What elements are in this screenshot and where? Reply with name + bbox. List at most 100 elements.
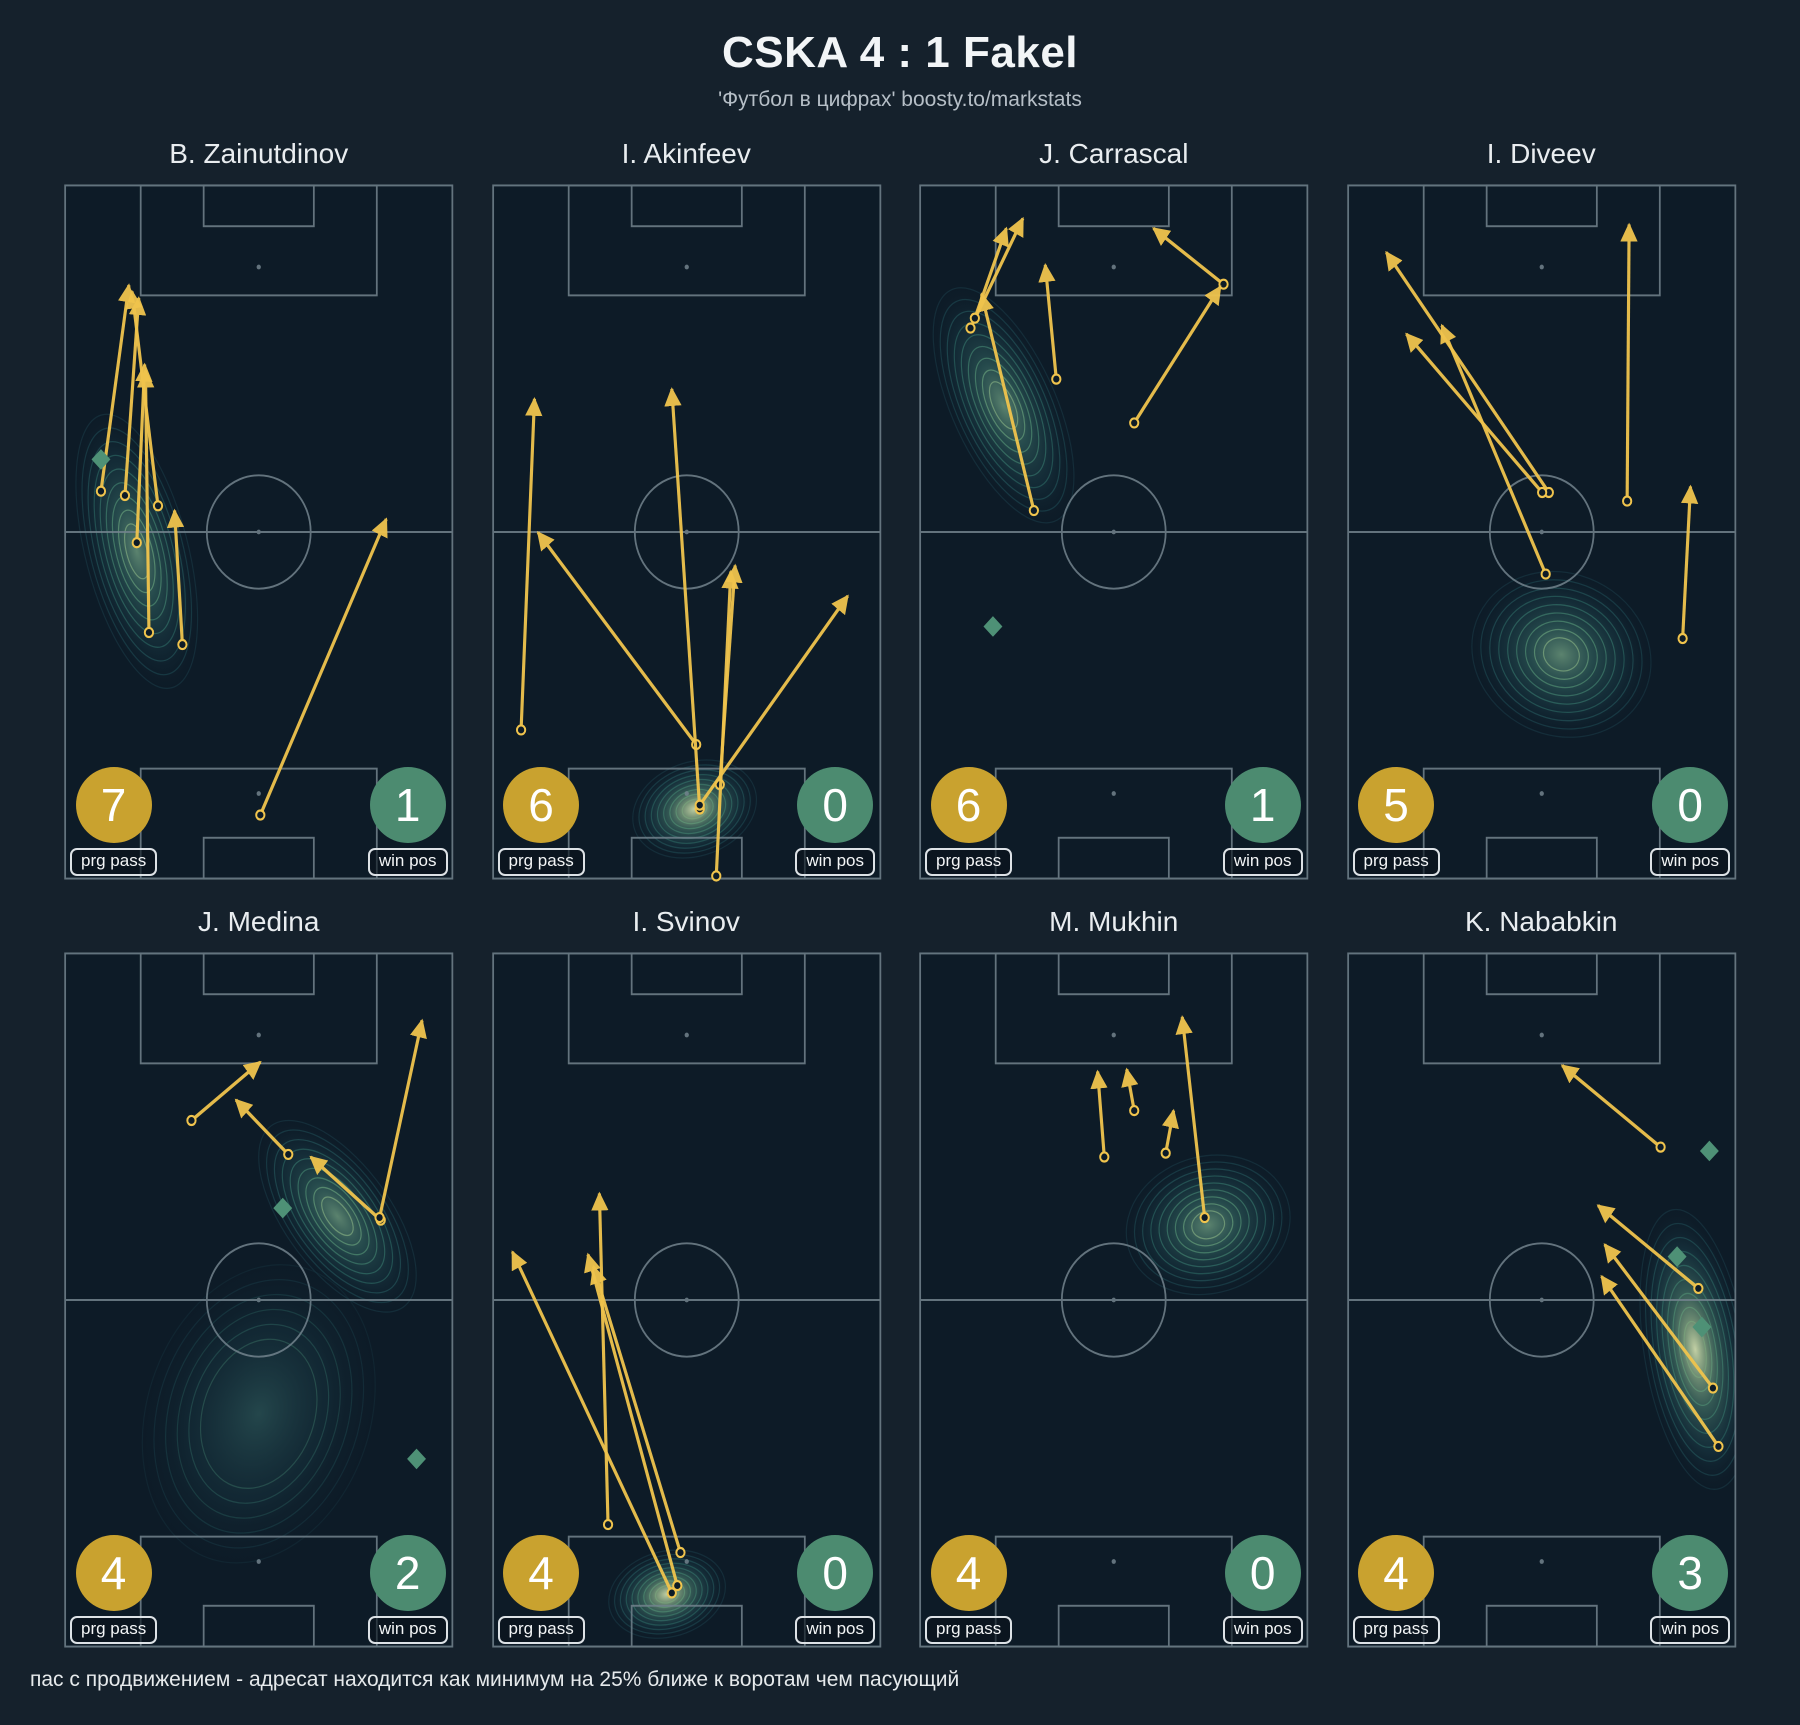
pass-origin: [1712, 1440, 1724, 1453]
prg-pass-badge: 4 prg pass: [497, 1535, 585, 1644]
pass-arrow: [1121, 1067, 1139, 1111]
win-position-marker: [1691, 1316, 1711, 1338]
pass-arrow: [1680, 484, 1698, 639]
pass-origin: [186, 1114, 197, 1127]
prg-pass-label: prg pass: [1352, 848, 1440, 876]
player-panel: I. Diveev 5 prg pass 0 win pos: [1345, 138, 1739, 882]
prg-pass-badge: 6 prg pass: [497, 767, 585, 876]
pitch-lines: [491, 952, 881, 1648]
player-name: J. Medina: [198, 906, 320, 937]
prg-pass-label: prg pass: [925, 848, 1013, 876]
prg-pass-count: 4: [1358, 1535, 1435, 1611]
pitch-container: 6 prg pass 1 win pos: [917, 182, 1311, 882]
win-pos-count: 0: [1652, 767, 1729, 843]
pass-origin: [515, 724, 526, 736]
prg-pass-count: 4: [503, 1535, 580, 1611]
header: CSKA 4 : 1 Fakel 'Футбол в цифрах' boost…: [0, 0, 1800, 112]
heatmap-layer: [932, 287, 1075, 524]
pass-arrow: [1384, 250, 1550, 494]
win-pos-badge: 0 win pos: [1222, 1535, 1303, 1644]
pass-arrow: [1599, 1274, 1720, 1448]
pass-origin: [674, 1546, 686, 1559]
win-pos-label: win pos: [1222, 1616, 1303, 1644]
pitch-container: 4 prg pass 0 win pos: [917, 950, 1311, 1650]
player-name: I. Svinov: [632, 906, 740, 937]
player-panel: B. Zainutdinov 7 prg pass 1 win pos: [62, 138, 456, 882]
pass-arrow: [123, 296, 147, 496]
pass-origin: [1028, 504, 1039, 517]
pitch-lines: [1346, 184, 1736, 880]
win-pos-badge: 0 win pos: [1650, 767, 1730, 876]
prg-pass-badge: 4 prg pass: [70, 1535, 158, 1644]
pass-layer: [1090, 1015, 1210, 1224]
pass-origin: [694, 799, 705, 811]
win-pos-label: win pos: [367, 848, 448, 876]
player-name: I. Diveev: [1486, 138, 1596, 169]
pass-origin: [1654, 1141, 1666, 1153]
pass-arrow: [1038, 263, 1058, 380]
player-name: J. Carrascal: [1039, 138, 1189, 169]
prg-pass-label: prg pass: [70, 848, 158, 876]
prg-pass-label: prg pass: [1352, 1616, 1440, 1644]
pass-arrow: [1090, 1069, 1108, 1158]
pass-origin: [177, 638, 188, 651]
pass-arrow: [590, 1191, 610, 1525]
pass-origin: [255, 809, 266, 821]
pitch-map: [491, 952, 881, 1648]
pass-origin: [710, 870, 721, 882]
player-panel: J. Medina 4 prg pass 2 win pos: [62, 906, 456, 1650]
pass-arrow: [1596, 1204, 1699, 1290]
win-pos-label: win pos: [1650, 848, 1730, 876]
prg-pass-badge: 4 prg pass: [1352, 1535, 1440, 1644]
pass-layer: [510, 1191, 686, 1599]
pitch-map: [64, 184, 454, 880]
pass-arrow: [663, 387, 701, 810]
win-pos-label: win pos: [367, 1616, 448, 1644]
pass-arrow: [378, 1018, 427, 1218]
pitch-grid: B. Zainutdinov 7 prg pass 1 win pos I. A…: [62, 138, 1738, 1650]
prg-pass-label: prg pass: [70, 1616, 158, 1644]
prg-pass-count: 4: [930, 1535, 1007, 1611]
win-pos-count: 1: [1224, 767, 1301, 843]
pass-arrow: [1132, 285, 1222, 424]
player-panel: J. Carrascal 6 prg pass 1 win pos: [917, 138, 1311, 882]
pass-origin: [1199, 1211, 1210, 1224]
win-pos-label: win pos: [795, 848, 875, 876]
win-pos-count: 3: [1652, 1535, 1729, 1611]
win-pos-badge: 1 win pos: [1222, 767, 1303, 876]
player-panel: I. Svinov 4 prg pass 0 win pos: [490, 906, 884, 1650]
pass-arrow: [1619, 222, 1638, 502]
pitch-container: 4 prg pass 2 win pos: [62, 950, 456, 1650]
win-pos-label: win pos: [1222, 848, 1303, 876]
pass-arrow: [309, 1155, 382, 1222]
pass-arrow: [1439, 323, 1547, 575]
prg-pass-label: prg pass: [925, 1616, 1013, 1644]
pass-origin: [95, 485, 107, 497]
pass-layer: [965, 216, 1229, 637]
page-subtitle: 'Футбол в цифрах' boosty.to/markstats: [718, 88, 1082, 111]
pass-origin: [152, 500, 164, 512]
pitch-container: 6 prg pass 0 win pos: [490, 182, 884, 882]
pitch-map: [1346, 184, 1736, 880]
pass-origin: [1540, 568, 1551, 580]
prg-pass-badge: 7 prg pass: [70, 767, 158, 876]
player-name: K. Nababkin: [1464, 906, 1618, 937]
pass-origin: [1129, 417, 1140, 429]
pass-origin: [1160, 1147, 1171, 1159]
pass-origin: [1707, 1382, 1718, 1394]
win-pos-badge: 0 win pos: [795, 1535, 875, 1644]
pass-origin: [1692, 1282, 1703, 1294]
pass-arrow: [1404, 332, 1543, 494]
pitch-lines: [1346, 952, 1736, 1648]
player-panel: K. Nababkin 4 prg pass 3 win pos: [1345, 906, 1739, 1650]
pass-origin: [1099, 1151, 1110, 1163]
pass-origin: [1677, 632, 1688, 645]
pass-origin: [131, 537, 142, 549]
pass-layer: [515, 387, 849, 882]
pass-origin: [283, 1148, 294, 1160]
pass-arrow: [1152, 226, 1225, 286]
footer-note: пас с продвижением - адресат находится к…: [30, 1668, 960, 1691]
pass-origin: [119, 489, 131, 502]
pitch-container: 7 prg pass 1 win pos: [62, 182, 456, 882]
win-pos-count: 0: [1224, 1535, 1301, 1611]
